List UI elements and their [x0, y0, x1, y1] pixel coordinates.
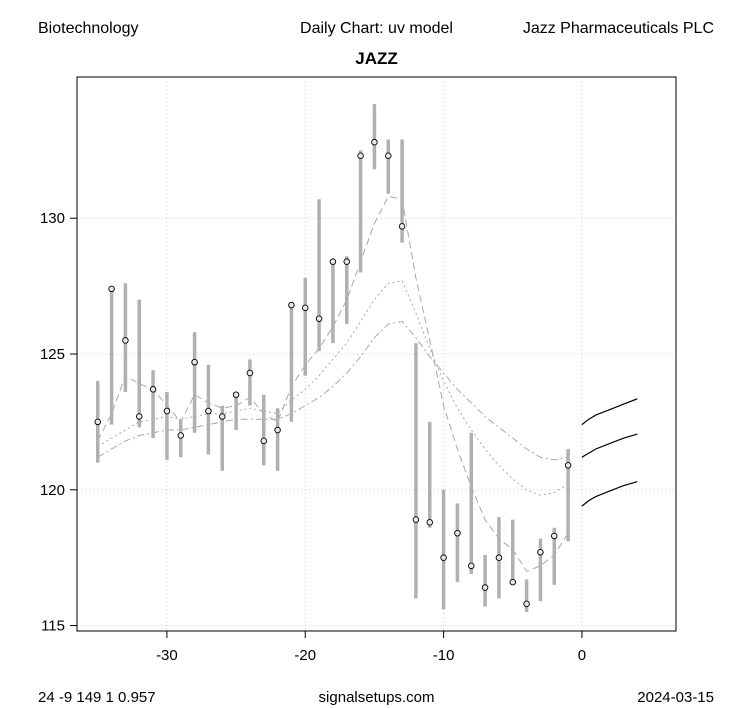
band-line-2: [97, 280, 569, 496]
x-tick-label: -10: [433, 647, 455, 664]
close-point: [495, 554, 503, 561]
range-bars: [96, 104, 570, 612]
close-points: [94, 138, 572, 608]
close-point: [163, 407, 171, 415]
axes: -30 -20 -10 0 115 120 125 130: [40, 210, 586, 664]
band-line-3: [97, 320, 569, 461]
close-point: [343, 258, 351, 265]
close-point: [523, 600, 530, 608]
forecast-line-1: [581, 398, 638, 426]
y-tick-label: 130: [40, 210, 65, 227]
grid: [77, 77, 676, 631]
company-name: Jazz Pharmaceuticals PLC: [522, 20, 714, 37]
x-tick-label: -20: [294, 647, 316, 664]
forecast-line-2: [581, 433, 638, 458]
close-point: [481, 584, 489, 591]
close-point: [205, 407, 212, 415]
close-point: [149, 386, 157, 393]
close-point: [440, 554, 447, 561]
forecast-lines: [581, 398, 638, 507]
close-point: [108, 285, 115, 293]
close-point: [357, 152, 364, 160]
close-point: [426, 519, 434, 526]
close-point: [329, 258, 337, 265]
model-params: 24 -9 149 1 0.957: [38, 689, 156, 706]
close-point: [288, 301, 295, 309]
close-point: [551, 532, 558, 540]
y-tick-label: 115: [41, 618, 65, 635]
close-point: [191, 358, 198, 366]
x-tick-label: -30: [156, 647, 178, 664]
close-point: [219, 413, 226, 420]
band-line-1: [97, 195, 569, 572]
close-point: [177, 432, 185, 439]
close-point: [385, 152, 392, 160]
y-tick-label: 125: [40, 346, 65, 363]
close-point: [537, 548, 544, 556]
close-point: [412, 516, 420, 523]
close-point: [398, 223, 406, 230]
chart-date: 2024-03-15: [637, 689, 714, 706]
close-point: [136, 413, 143, 420]
close-point: [564, 462, 572, 469]
x-tick-label: 0: [578, 647, 586, 664]
chart-subtitle: Daily Chart: uv model: [300, 20, 453, 37]
close-point: [468, 562, 475, 570]
chart-title: JAZZ: [355, 49, 398, 68]
model-bands: [97, 195, 569, 572]
close-point: [260, 437, 268, 445]
close-point: [302, 304, 309, 312]
close-point: [454, 529, 461, 537]
close-point: [371, 138, 378, 146]
close-point: [122, 337, 129, 344]
close-point: [509, 578, 517, 586]
forecast-line-3: [581, 481, 638, 507]
close-point: [232, 391, 240, 398]
source-site: signalsetups.com: [318, 689, 435, 706]
y-tick-label: 120: [40, 482, 65, 499]
sector-label: Biotechnology: [38, 20, 139, 37]
close-point: [94, 418, 102, 426]
close-point: [246, 369, 254, 377]
close-point: [315, 315, 323, 322]
close-point: [274, 426, 281, 434]
